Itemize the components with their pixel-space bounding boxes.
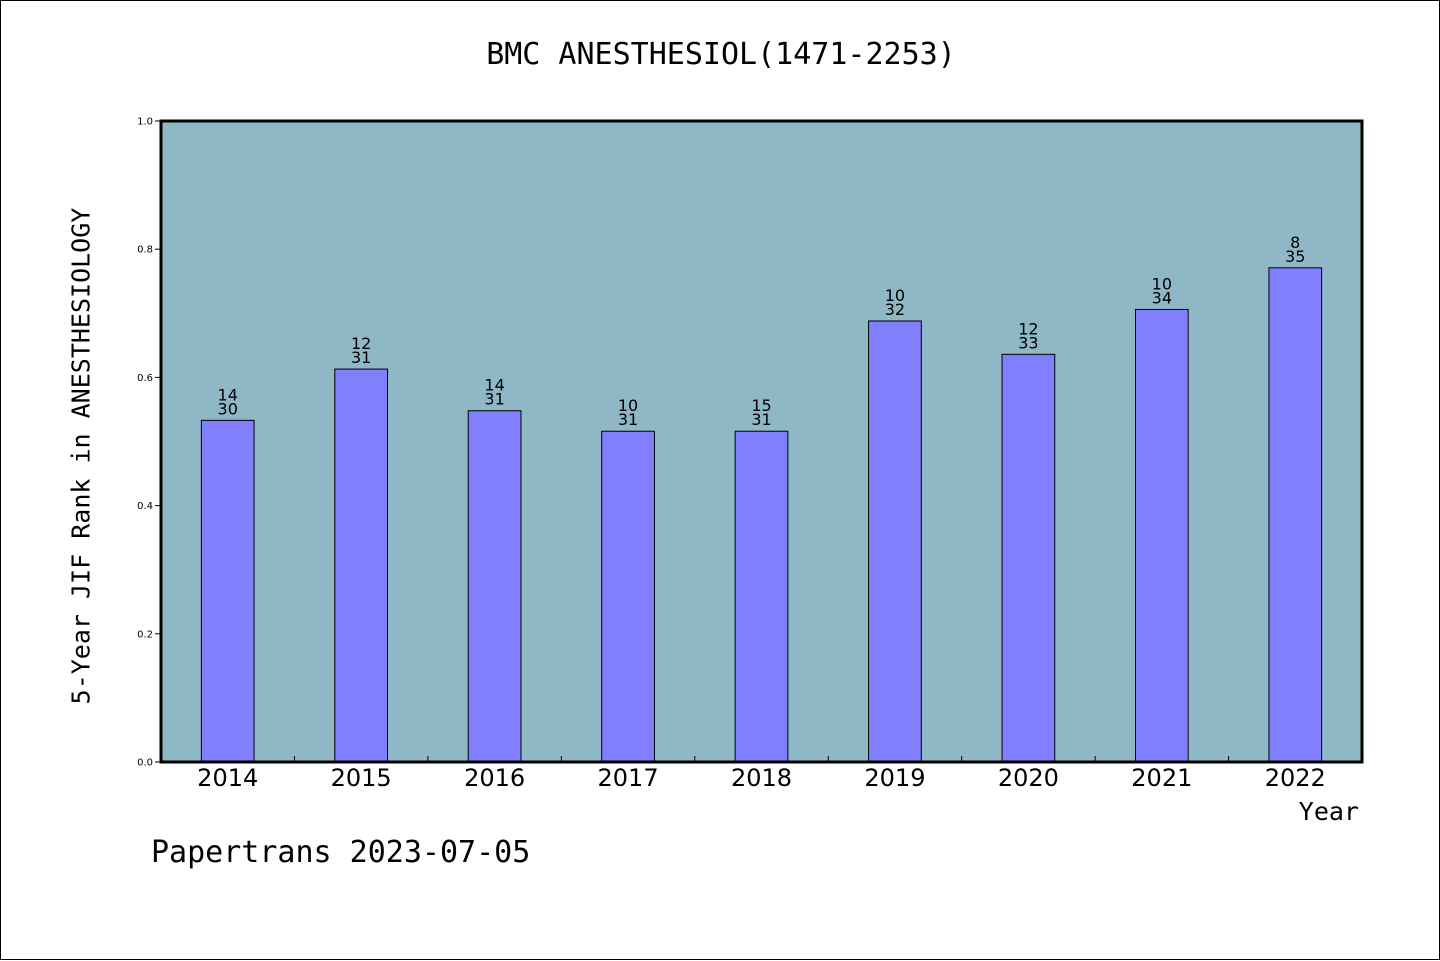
bar (1001, 353, 1056, 763)
x-tick-label: 2016 (464, 764, 525, 792)
x-tick-label: 2015 (331, 764, 392, 792)
y-tick-label: 0.2 (137, 629, 153, 640)
y-tick-label: 0.8 (137, 245, 153, 256)
bar (1268, 267, 1323, 763)
bar (1134, 308, 1189, 763)
plot-border (159, 119, 1364, 764)
x-tick-label: 2019 (864, 764, 925, 792)
bar (868, 320, 922, 763)
y-tick-label: 0.0 (137, 758, 153, 769)
bar (200, 419, 255, 763)
x-tick-label: 2014 (197, 764, 258, 792)
bar (467, 410, 522, 763)
footer-watermark: Papertrans 2023-07-05 (151, 835, 531, 870)
bar-rank-label: 10 (1152, 274, 1172, 293)
bar-rank-label: 14 (218, 385, 238, 404)
x-tick-label: 2022 (1265, 764, 1326, 792)
bar-rank-label: 10 (618, 396, 638, 415)
x-tick-label: 2017 (598, 764, 659, 792)
y-tick-label: 0.6 (137, 373, 153, 384)
bar-total-label: 31 (618, 410, 638, 429)
bar-total-label: 33 (1018, 333, 1038, 352)
bar-total-label: 30 (218, 399, 238, 418)
x-axis-label: Year (1298, 797, 1359, 826)
bar-total-label: 35 (1285, 247, 1305, 266)
bar-total-label: 31 (751, 410, 771, 429)
bar-rank-label: 10 (885, 286, 905, 305)
bar-rank-label: 14 (484, 376, 504, 395)
y-tick-label: 0.4 (137, 501, 153, 512)
bar (734, 430, 789, 763)
bar-rank-label: 12 (351, 334, 371, 353)
bar-total-label: 32 (885, 300, 905, 319)
bar-rank-label: 12 (1018, 319, 1038, 338)
bar-total-label: 31 (484, 390, 504, 409)
x-tick-label: 2018 (731, 764, 792, 792)
bar (334, 368, 389, 763)
x-tick-label: 2020 (998, 764, 1059, 792)
x-tick-label: 2021 (1131, 764, 1192, 792)
bar (601, 430, 655, 763)
bar-total-label: 31 (351, 348, 371, 367)
bar-rank-label: 8 (1290, 233, 1300, 252)
chart-title: BMC ANESTHESIOL(1471-2253) (486, 37, 956, 72)
y-tick-label: 1.0 (137, 117, 153, 128)
bar-rank-label: 15 (751, 396, 771, 415)
bar-total-label: 34 (1152, 288, 1172, 307)
